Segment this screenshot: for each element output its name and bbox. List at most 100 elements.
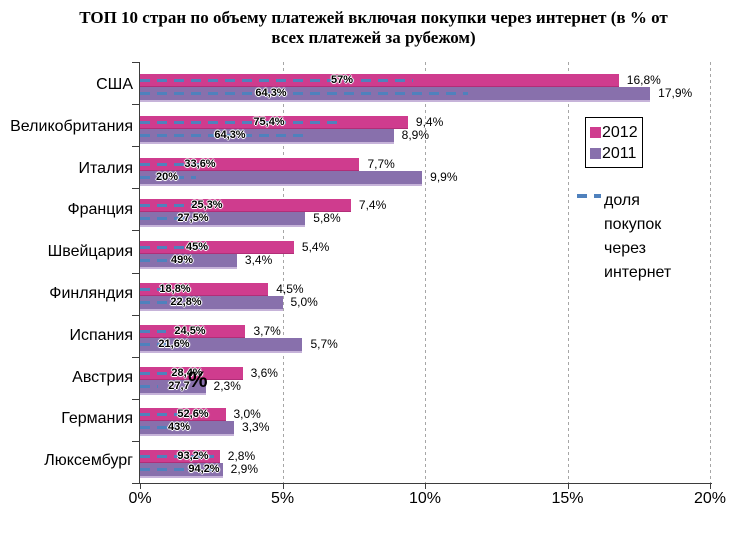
value-label: 3,7% (253, 323, 281, 338)
country-label-5: Швейцария (47, 243, 133, 261)
value-label: 3,0% (233, 407, 261, 422)
bar-2012 (140, 74, 619, 87)
x-tick-label: 10% (408, 490, 442, 507)
x-axis-tick (567, 484, 569, 489)
internet-share-dash-line (140, 79, 413, 82)
value-label: 3,6% (250, 365, 278, 380)
country-label-10: Люксембург (44, 452, 133, 470)
bar-2011 (140, 296, 283, 309)
x-tick-label: 20% (693, 490, 727, 507)
legend-label-2012: 2012 (602, 123, 638, 141)
y-axis-tick (132, 230, 139, 232)
legend-box: 2012 2011 (585, 117, 643, 168)
value-label: 3,3% (242, 420, 270, 435)
value-label: 17,9% (658, 86, 693, 100)
bar-2011 (140, 337, 303, 351)
value-label: 7,4% (358, 198, 387, 213)
country-label-1: США (96, 76, 133, 93)
internet-share-dash-line (140, 455, 215, 459)
value-label: 2,9% (230, 462, 258, 477)
gridline-5% (282, 62, 284, 483)
x-tick-label: 0% (128, 490, 152, 507)
internet-share-dash-line (140, 371, 170, 375)
plot-area: 16,8% 57% 17,9% 64,3% 9,4% 75,4% 8,9% 64,3% 7,7%… (140, 62, 711, 483)
value-label: 9,4% (415, 114, 444, 129)
internet-share-label: 52,6% (177, 408, 209, 421)
value-label: 2,8% (227, 449, 256, 464)
value-label: 4,5% (276, 282, 304, 296)
legend-label-2011: 2011 (602, 144, 637, 162)
gridline-20% (710, 62, 711, 483)
internet-share-label: 93,2% (177, 450, 209, 463)
internet-share-label: 45% (185, 241, 209, 254)
internet-share-dash-line (140, 288, 165, 291)
internet-share-dash-line (140, 329, 166, 333)
internet-share-label: 57% (330, 74, 354, 86)
internet-share-label: 64,3% (214, 128, 246, 141)
internet-share-dash-line (140, 162, 214, 166)
internet-share-dash-line (140, 120, 342, 124)
internet-share-label: 22,8% (170, 296, 202, 308)
x-axis-tick (425, 484, 426, 489)
x-axis-line (139, 483, 712, 484)
internet-share-dash-line (140, 175, 197, 179)
bar-2012 (140, 241, 294, 255)
internet-share-dash-line (140, 301, 173, 304)
internet-share-dash-line (140, 426, 181, 430)
bar-2011 (140, 254, 237, 268)
bar-2011 (140, 379, 206, 393)
percent-axis-label: % (188, 367, 208, 392)
value-label: 5,0% (290, 295, 318, 309)
internet-share-dash-line (140, 468, 218, 472)
country-label-6: Финляндия (49, 285, 133, 302)
value-label: 8,9% (401, 127, 429, 142)
internet-share-label: 28,4% (171, 366, 203, 379)
chart-title-line-1: ТОП 10 стран по объему платежей включая … (79, 8, 668, 27)
x-axis-tick (282, 484, 284, 489)
dashed-line-icon (577, 194, 601, 198)
internet-share-dash-line (140, 133, 304, 137)
gridline-10% (425, 62, 426, 483)
bar-2011 (140, 87, 651, 100)
y-axis-tick (132, 356, 139, 358)
value-label: 9,9% (430, 169, 458, 184)
bar-2011 (140, 463, 223, 477)
internet-share-dash-line (140, 413, 185, 417)
bar-2011 (140, 128, 394, 142)
country-label-7: Испания (69, 326, 134, 344)
y-axis-tick (132, 272, 139, 274)
country-label-9: Германия (61, 410, 133, 428)
country-label-3: Италия (78, 159, 133, 177)
y-axis-tick (132, 62, 139, 63)
internet-share-dash-line (140, 204, 194, 208)
line-legend-label: доля покупок через интернет (604, 192, 672, 281)
y-axis-tick (132, 146, 139, 148)
internet-share-label: 75,4% (253, 115, 285, 128)
chart-title: ТОП 10 стран по объему платежей включая … (0, 8, 747, 48)
internet-share-dash-line (140, 342, 176, 346)
bar-2011 (140, 212, 306, 226)
internet-share-dash-line (140, 246, 210, 250)
value-label: 5,8% (313, 211, 341, 226)
legend-swatch-2012 (590, 127, 601, 138)
value-label: 5,4% (301, 240, 330, 255)
legend-item-2011: 2011 (590, 143, 642, 164)
bar-2012 (140, 450, 220, 464)
bar-2012 (140, 408, 226, 422)
internet-share-label: 21,6% (158, 337, 190, 350)
internet-share-dash-line (140, 217, 186, 221)
country-label-4: Франция (67, 201, 133, 219)
y-axis-tick (132, 398, 139, 400)
country-label-8: Австрия (72, 368, 133, 386)
internet-share-label: 25,3% (191, 199, 223, 212)
value-label: 5,7% (310, 336, 338, 351)
x-axis-tick (140, 484, 141, 489)
bar-2012 (140, 157, 360, 171)
internet-share-label: 49% (170, 254, 194, 267)
internet-share-label: 20% (155, 170, 179, 183)
value-label: 2,3% (213, 378, 241, 393)
y-axis-tick (132, 440, 139, 442)
bar-2012 (140, 324, 246, 338)
x-tick-label: 5% (270, 490, 295, 507)
